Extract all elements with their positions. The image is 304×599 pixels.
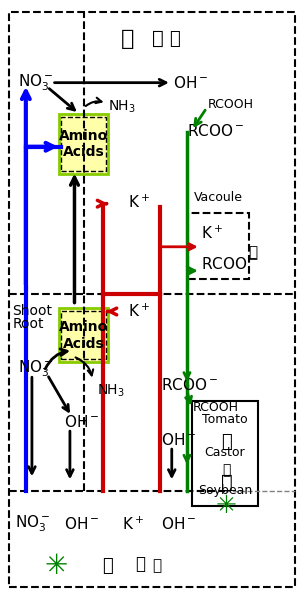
Text: RCOO$^-$: RCOO$^-$ — [187, 123, 244, 138]
Text: OH$^-$: OH$^-$ — [64, 415, 99, 430]
Text: ✳: ✳ — [216, 494, 237, 518]
Text: OH$^-$: OH$^-$ — [161, 432, 197, 448]
Text: Vacoule: Vacoule — [194, 190, 244, 204]
Text: ✳: ✳ — [45, 552, 68, 580]
Text: OH$^-$: OH$^-$ — [161, 516, 197, 532]
Text: OH$^-$: OH$^-$ — [173, 75, 209, 90]
FancyBboxPatch shape — [59, 114, 108, 174]
Text: Castor: Castor — [205, 446, 245, 459]
Text: Amino
Acids: Amino Acids — [59, 129, 108, 159]
Text: 🫘: 🫘 — [221, 473, 232, 492]
Text: OH$^-$: OH$^-$ — [64, 516, 99, 532]
Text: Tomato: Tomato — [202, 413, 248, 426]
Text: RCOO$^-$: RCOO$^-$ — [201, 256, 258, 271]
Text: RCOO$^-$: RCOO$^-$ — [161, 377, 218, 392]
FancyBboxPatch shape — [192, 401, 258, 506]
Text: K$^+$: K$^+$ — [201, 225, 223, 242]
Text: NO$_3^-$: NO$_3^-$ — [15, 514, 51, 534]
Text: Root: Root — [12, 317, 44, 331]
Text: 🫘: 🫘 — [152, 558, 161, 574]
Text: Amino
Acids: Amino Acids — [59, 320, 108, 350]
Text: K$^+$: K$^+$ — [122, 516, 143, 533]
Text: Shoot: Shoot — [12, 304, 52, 318]
Text: K$^+$: K$^+$ — [128, 193, 150, 210]
Text: Soybean: Soybean — [198, 484, 252, 497]
Text: NO$_3^-$: NO$_3^-$ — [18, 358, 54, 379]
FancyBboxPatch shape — [59, 308, 108, 362]
Text: 🍅: 🍅 — [221, 433, 232, 451]
Text: NH$_3$: NH$_3$ — [108, 98, 136, 115]
Text: RCOOH: RCOOH — [193, 401, 239, 414]
Text: 🫘: 🫘 — [169, 30, 180, 48]
Text: 🍅: 🍅 — [102, 557, 113, 575]
Text: NH$_3$: NH$_3$ — [97, 382, 125, 399]
Text: NO$_3^-$: NO$_3^-$ — [18, 72, 54, 93]
Text: 🍅: 🍅 — [248, 245, 257, 261]
Text: 🫘: 🫘 — [135, 555, 145, 573]
Text: RCOOH: RCOOH — [208, 98, 254, 111]
Text: K$^+$: K$^+$ — [128, 303, 150, 320]
Text: 🫘: 🫘 — [222, 463, 231, 477]
Text: 🍅: 🍅 — [121, 29, 134, 49]
Text: 🫘: 🫘 — [152, 29, 164, 49]
